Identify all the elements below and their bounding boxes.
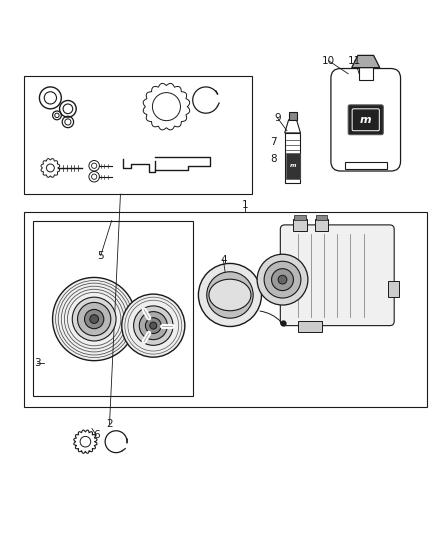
FancyBboxPatch shape (331, 69, 400, 171)
Circle shape (122, 294, 185, 357)
Bar (289, 112, 297, 120)
Circle shape (150, 322, 157, 329)
Bar (316, 215, 327, 220)
Circle shape (78, 302, 111, 336)
Bar (24, 76, 252, 194)
Circle shape (272, 269, 293, 290)
Circle shape (134, 306, 173, 345)
Text: 5: 5 (97, 251, 104, 261)
Bar (359, 67, 373, 80)
FancyBboxPatch shape (352, 109, 379, 131)
Bar (33, 221, 193, 395)
Text: 2: 2 (106, 419, 113, 429)
Circle shape (72, 297, 116, 341)
Bar (315, 219, 328, 231)
Text: 4: 4 (220, 255, 227, 265)
Circle shape (85, 310, 104, 329)
Text: 1: 1 (242, 200, 249, 210)
Circle shape (278, 275, 287, 284)
Bar (286, 154, 300, 179)
Text: 11: 11 (348, 55, 361, 66)
Text: m: m (360, 115, 371, 125)
Circle shape (198, 263, 261, 327)
Bar (285, 133, 300, 183)
Circle shape (207, 272, 253, 318)
Text: 3: 3 (34, 358, 41, 368)
Ellipse shape (209, 279, 251, 311)
Text: 10: 10 (322, 55, 335, 66)
Text: m: m (290, 163, 296, 168)
Bar (294, 215, 306, 220)
Bar (293, 219, 307, 231)
Bar (298, 321, 322, 332)
Bar (345, 162, 386, 169)
Circle shape (264, 261, 301, 298)
Text: 8: 8 (270, 154, 277, 164)
Polygon shape (352, 55, 380, 68)
Bar (24, 212, 427, 407)
FancyBboxPatch shape (348, 105, 383, 135)
Circle shape (257, 254, 308, 305)
Circle shape (90, 314, 99, 324)
Text: 7: 7 (270, 136, 277, 147)
Text: 6: 6 (93, 430, 100, 440)
Circle shape (53, 278, 136, 361)
Circle shape (139, 312, 167, 340)
FancyBboxPatch shape (280, 225, 394, 326)
Circle shape (145, 318, 161, 334)
Polygon shape (285, 120, 300, 133)
Bar (388, 280, 399, 297)
Text: 9: 9 (274, 112, 281, 123)
